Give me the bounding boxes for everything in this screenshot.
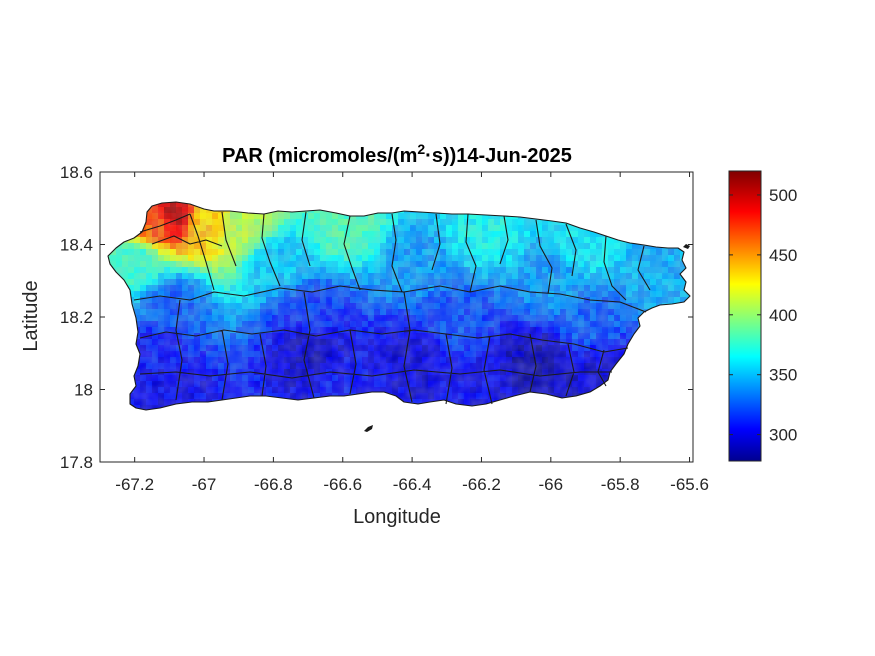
title-suffix: ·s))14-Jun-2025 [425, 145, 572, 167]
colorbar-tick-label: 300 [769, 426, 797, 445]
plot-area: -67.2 -67 -66.8 -66.6 -66.4 -66.2 -66 -65.8 -65.… [60, 163, 709, 494]
chart-title: PAR (micromoles/(m2·s))14-Jun-2025 [222, 141, 572, 167]
colorbar-tick-label: 450 [769, 246, 797, 265]
x-tick-label: -66.8 [254, 475, 293, 494]
x-tick-label: -66.4 [393, 475, 432, 494]
x-axis-label: Longitude [353, 506, 441, 528]
y-axis-label: Latitude [20, 280, 42, 351]
colorbar-tick-label: 350 [769, 366, 797, 385]
municipality-lines [133, 211, 651, 405]
y-tick-label: 18.2 [60, 308, 93, 327]
x-tick-label: -66.6 [323, 475, 362, 494]
colorbar-ticks: 300 350 400 450 500 [729, 186, 797, 445]
x-tick-label: -67 [192, 475, 217, 494]
northeast-cays [683, 244, 690, 249]
y-tick-label: 18.6 [60, 163, 93, 182]
x-tick-label: -65.6 [670, 475, 709, 494]
x-axis: -67.2 -67 -66.8 -66.6 -66.4 -66.2 -66 -65.8 -65.… [115, 172, 709, 494]
x-tick-label: -67.2 [115, 475, 154, 494]
x-tick-label: -65.8 [601, 475, 640, 494]
y-axis: 17.8 18 18.2 18.4 18.6 [60, 163, 693, 472]
caja-de-muertos-islet [364, 425, 373, 432]
municipality-boundaries [107, 201, 691, 411]
title-superscript: 2 [417, 141, 425, 157]
colorbar: 300 350 400 450 500 [728, 170, 797, 462]
colorbar-tick-label: 500 [769, 186, 797, 205]
y-tick-label: 17.8 [60, 453, 93, 472]
y-tick-label: 18 [74, 381, 93, 400]
island-outline [107, 201, 691, 411]
title-prefix: PAR (micromoles/(m [222, 145, 417, 167]
x-tick-label: -66 [539, 475, 564, 494]
colorbar-tick-label: 400 [769, 306, 797, 325]
y-tick-label: 18.4 [60, 236, 93, 255]
x-tick-label: -66.2 [462, 475, 501, 494]
colorbar-gradient [728, 170, 762, 462]
